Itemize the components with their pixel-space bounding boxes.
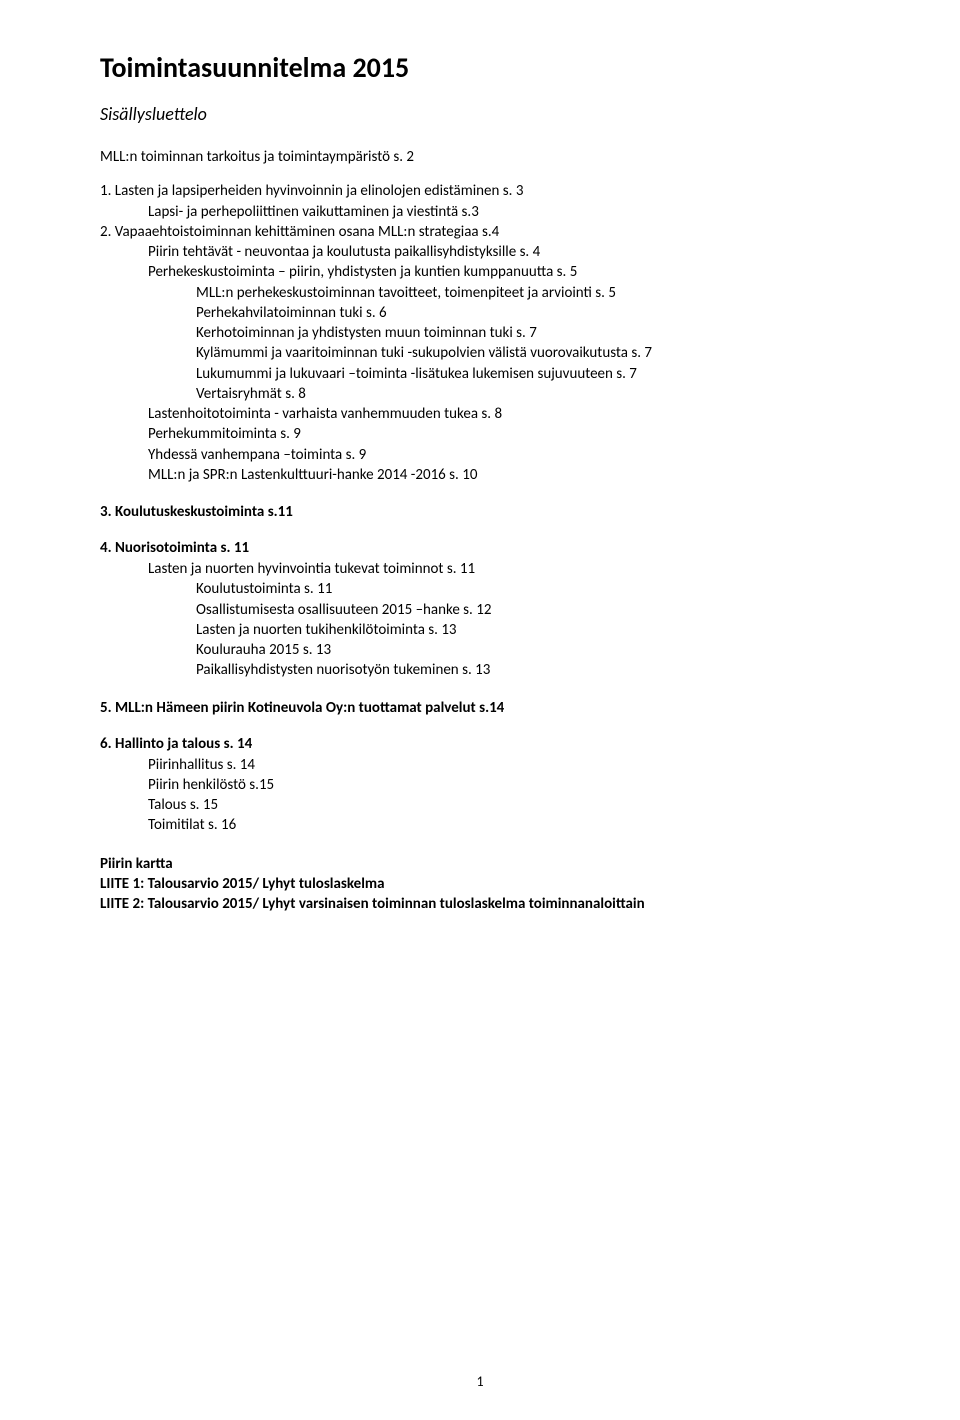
toc-line: Koulurauha 2015 s. 13 <box>196 640 860 660</box>
document-page: Toimintasuunnitelma 2015 Sisällysluettel… <box>0 0 960 1420</box>
toc-line: Toimitilat s. 16 <box>148 815 860 835</box>
document-title: Toimintasuunnitelma 2015 <box>100 50 860 85</box>
toc-line: Talous s. 15 <box>148 795 860 815</box>
toc-line: Paikallisyhdistysten nuorisotyön tukemin… <box>196 660 860 680</box>
toc-line: Osallistumisesta osallisuuteen 2015 –han… <box>196 600 860 620</box>
appendix-line: LIITE 1: Talousarvio 2015/ Lyhyt tulosla… <box>100 874 860 894</box>
toc-line: 1. Lasten ja lapsiperheiden hyvinvoinnin… <box>100 181 860 201</box>
toc-line: 2. Vapaaehtoistoiminnan kehittäminen osa… <box>100 222 860 242</box>
block-intro: MLL:n toiminnan tarkoitus ja toimintaymp… <box>100 147 860 167</box>
block-appendix: Piirin kartta LIITE 1: Talousarvio 2015/… <box>100 854 860 915</box>
appendix-line: Piirin kartta <box>100 854 860 874</box>
toc-line: Perhekahvilatoiminnan tuki s. 6 <box>196 303 860 323</box>
block-sec6: Piirinhallitus s. 14 Piirin henkilöstö s… <box>100 755 860 836</box>
toc-line: MLL:n perhekeskustoiminnan tavoitteet, t… <box>196 283 860 303</box>
toc-line: MLL:n toiminnan tarkoitus ja toimintaymp… <box>100 147 860 167</box>
toc-line: Yhdessä vanhempana –toiminta s. 9 <box>148 445 860 465</box>
toc-line: MLL:n ja SPR:n Lastenkulttuuri-hanke 201… <box>148 465 860 485</box>
toc-line: Lapsi- ja perhepoliittinen vaikuttaminen… <box>148 202 860 222</box>
toc-line: Kylämummi ja vaaritoiminnan tuki -sukupo… <box>196 343 860 363</box>
subtitle: Sisällysluettelo <box>100 103 860 125</box>
appendix-line: LIITE 2: Talousarvio 2015/ Lyhyt varsina… <box>100 894 860 914</box>
toc-line: Lukumummi ja lukuvaari –toiminta -lisätu… <box>196 364 860 384</box>
toc-line: Piirin henkilöstö s.15 <box>148 775 860 795</box>
section-6-header: 6. Hallinto ja talous s. 14 <box>100 735 860 753</box>
toc-line: Lasten ja nuorten tukihenkilötoiminta s.… <box>196 620 860 640</box>
toc-line: Kerhotoiminnan ja yhdistysten muun toimi… <box>196 323 860 343</box>
toc-line: Lasten ja nuorten hyvinvointia tukevat t… <box>148 559 860 579</box>
block-main: 1. Lasten ja lapsiperheiden hyvinvoinnin… <box>100 181 860 485</box>
toc-line: Lastenhoitotoiminta - varhaista vanhemmu… <box>148 404 860 424</box>
section-3-header: 3. Koulutuskeskustoiminta s.11 <box>100 503 860 521</box>
toc-line: Piirinhallitus s. 14 <box>148 755 860 775</box>
section-5-header: 5. MLL:n Hämeen piirin Kotineuvola Oy:n … <box>100 699 860 717</box>
block-sec4: Lasten ja nuorten hyvinvointia tukevat t… <box>100 559 860 681</box>
toc-line: Koulutustoiminta s. 11 <box>196 579 860 599</box>
toc-line: Piirin tehtävät - neuvontaa ja koulutust… <box>148 242 860 262</box>
toc-line: Perhekummitoiminta s. 9 <box>148 424 860 444</box>
toc-line: Vertaisryhmät s. 8 <box>196 384 860 404</box>
page-number: 1 <box>0 1373 960 1390</box>
toc-line: Perhekeskustoiminta – piirin, yhdistyste… <box>148 262 860 282</box>
section-4-header: 4. Nuorisotoiminta s. 11 <box>100 539 860 557</box>
